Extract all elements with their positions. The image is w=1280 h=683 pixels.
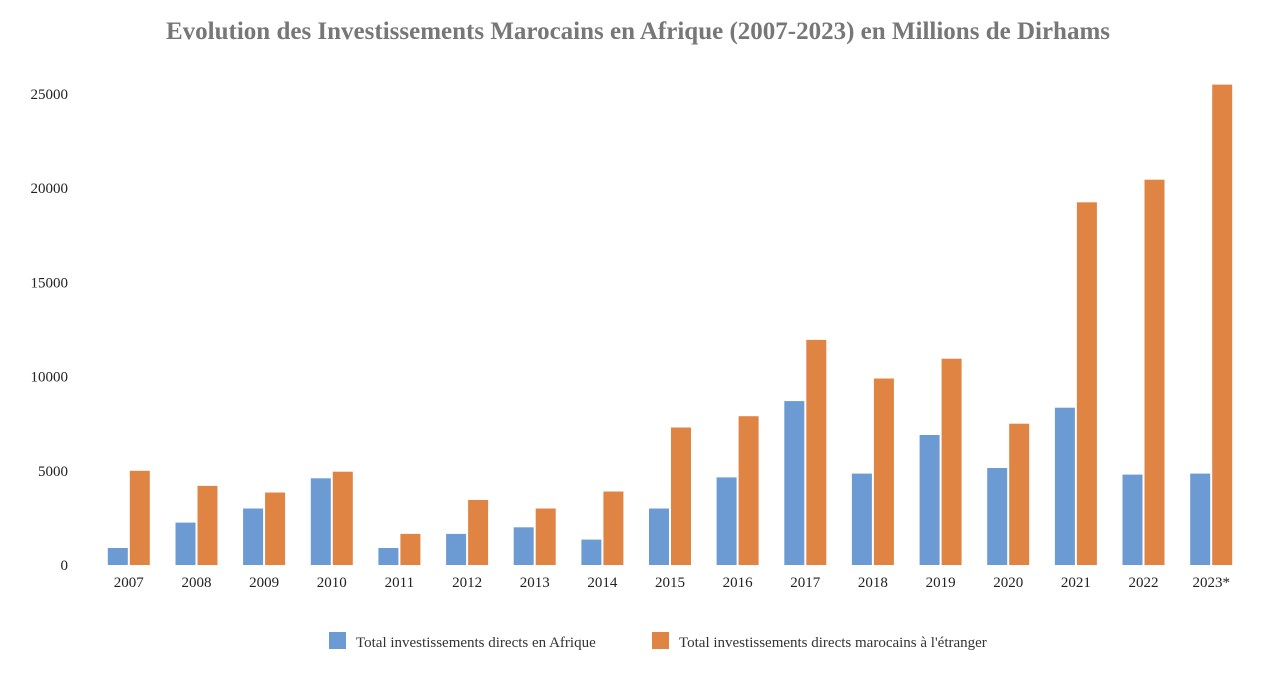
legend-swatch bbox=[329, 632, 346, 649]
x-tick-label: 2011 bbox=[385, 575, 414, 591]
y-tick-label: 5000 bbox=[38, 464, 68, 480]
x-tick-label: 2020 bbox=[993, 575, 1023, 591]
legend: Total investissements directs en Afrique… bbox=[329, 632, 987, 651]
bar-etranger-2008 bbox=[197, 485, 218, 565]
bar-afrique-2016 bbox=[716, 477, 737, 565]
bar-afrique-2009 bbox=[243, 508, 264, 565]
bar-afrique-2023 bbox=[1190, 473, 1211, 565]
x-tick-label: 2021 bbox=[1061, 575, 1091, 591]
x-tick-label: 2015 bbox=[655, 575, 685, 591]
y-axis: 0 5000 10000 15000 20000 25000 bbox=[31, 87, 69, 574]
x-tick-label: 2014 bbox=[587, 575, 618, 591]
x-tick-label: 2016 bbox=[723, 575, 754, 591]
bar-afrique-2007 bbox=[107, 548, 128, 565]
bars-group bbox=[107, 84, 1233, 566]
bar-etranger-2017 bbox=[806, 339, 827, 565]
bar-etranger-2010 bbox=[332, 471, 353, 565]
x-tick-label: 2008 bbox=[182, 575, 212, 591]
legend-label: Total investissements directs en Afrique bbox=[356, 635, 596, 651]
x-tick-label: 2007 bbox=[114, 575, 145, 591]
bar-etranger-2023 bbox=[1212, 84, 1233, 565]
bar-etranger-2022 bbox=[1144, 179, 1165, 565]
x-tick-label: 2009 bbox=[249, 575, 279, 591]
x-tick-label: 2018 bbox=[858, 575, 888, 591]
bar-etranger-2020 bbox=[1009, 423, 1030, 565]
bar-etranger-2013 bbox=[535, 508, 556, 565]
x-tick-label: 2023* bbox=[1192, 575, 1230, 591]
bar-afrique-2011 bbox=[378, 548, 399, 565]
bar-etranger-2009 bbox=[265, 492, 286, 565]
chart-title: Evolution des Investissements Marocains … bbox=[166, 18, 1110, 45]
bar-afrique-2021 bbox=[1054, 407, 1075, 565]
bar-etranger-2019 bbox=[941, 358, 962, 565]
bar-etranger-2018 bbox=[873, 378, 894, 565]
bar-afrique-2010 bbox=[310, 478, 331, 565]
x-tick-label: 2017 bbox=[790, 575, 821, 591]
y-tick-label: 15000 bbox=[31, 275, 69, 291]
x-tick-label: 2012 bbox=[452, 575, 482, 591]
x-axis: 2007 2008 2009 2010 2011 2012 2013 2014 2015 2016… bbox=[114, 575, 1230, 591]
x-tick-label: 2010 bbox=[317, 575, 347, 591]
bar-afrique-2017 bbox=[784, 401, 805, 565]
y-tick-label: 20000 bbox=[31, 181, 69, 197]
bar-afrique-2008 bbox=[175, 522, 196, 565]
bar-etranger-2016 bbox=[738, 416, 759, 565]
bar-afrique-2019 bbox=[919, 435, 940, 565]
legend-swatch bbox=[652, 632, 669, 649]
bar-afrique-2018 bbox=[851, 473, 872, 565]
bar-etranger-2015 bbox=[671, 427, 691, 565]
x-tick-label: 2013 bbox=[520, 575, 550, 591]
bar-afrique-2012 bbox=[446, 533, 467, 565]
legend-label: Total investissements directs marocains … bbox=[679, 635, 987, 651]
bar-afrique-2013 bbox=[513, 527, 534, 565]
bar-etranger-2007 bbox=[129, 470, 150, 565]
bar-etranger-2014 bbox=[603, 491, 624, 565]
y-tick-label: 0 bbox=[61, 558, 69, 574]
bar-afrique-2014 bbox=[581, 539, 602, 565]
bar-afrique-2022 bbox=[1122, 474, 1143, 565]
bar-afrique-2020 bbox=[987, 468, 1008, 565]
x-tick-label: 2022 bbox=[1129, 575, 1159, 591]
x-tick-label: 2019 bbox=[926, 575, 956, 591]
bar-etranger-2021 bbox=[1076, 202, 1097, 566]
y-tick-label: 10000 bbox=[31, 370, 69, 386]
bar-etranger-2012 bbox=[468, 500, 489, 565]
bar-afrique-2015 bbox=[649, 508, 669, 565]
bar-etranger-2011 bbox=[400, 533, 421, 565]
y-tick-label: 25000 bbox=[31, 87, 69, 103]
